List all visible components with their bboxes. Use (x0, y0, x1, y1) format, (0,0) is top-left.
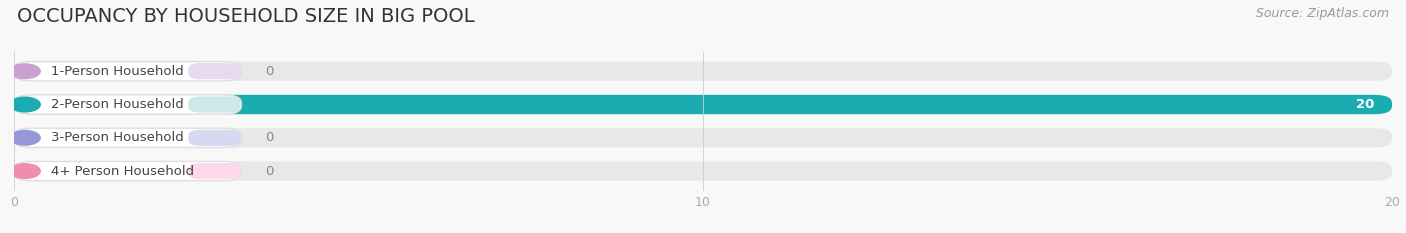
Circle shape (10, 130, 41, 145)
FancyBboxPatch shape (188, 96, 240, 113)
FancyBboxPatch shape (14, 161, 1392, 181)
FancyBboxPatch shape (14, 95, 242, 114)
Circle shape (10, 164, 41, 178)
FancyBboxPatch shape (14, 62, 1392, 81)
FancyBboxPatch shape (14, 95, 1392, 114)
FancyBboxPatch shape (14, 128, 1392, 147)
FancyBboxPatch shape (188, 63, 240, 79)
FancyBboxPatch shape (14, 95, 1392, 114)
Text: 4+ Person Household: 4+ Person Household (51, 164, 194, 178)
Circle shape (10, 64, 41, 79)
Text: OCCUPANCY BY HOUSEHOLD SIZE IN BIG POOL: OCCUPANCY BY HOUSEHOLD SIZE IN BIG POOL (17, 7, 474, 26)
Text: 2-Person Household: 2-Person Household (51, 98, 183, 111)
Circle shape (10, 97, 41, 112)
Text: 3-Person Household: 3-Person Household (51, 131, 183, 144)
Text: 0: 0 (266, 131, 274, 144)
Text: 0: 0 (266, 65, 274, 78)
FancyBboxPatch shape (188, 130, 240, 146)
Text: 1-Person Household: 1-Person Household (51, 65, 183, 78)
Text: 0: 0 (266, 164, 274, 178)
Text: Source: ZipAtlas.com: Source: ZipAtlas.com (1256, 7, 1389, 20)
Text: 20: 20 (1357, 98, 1375, 111)
FancyBboxPatch shape (14, 128, 242, 147)
FancyBboxPatch shape (14, 62, 242, 81)
FancyBboxPatch shape (14, 161, 242, 181)
FancyBboxPatch shape (188, 163, 240, 179)
